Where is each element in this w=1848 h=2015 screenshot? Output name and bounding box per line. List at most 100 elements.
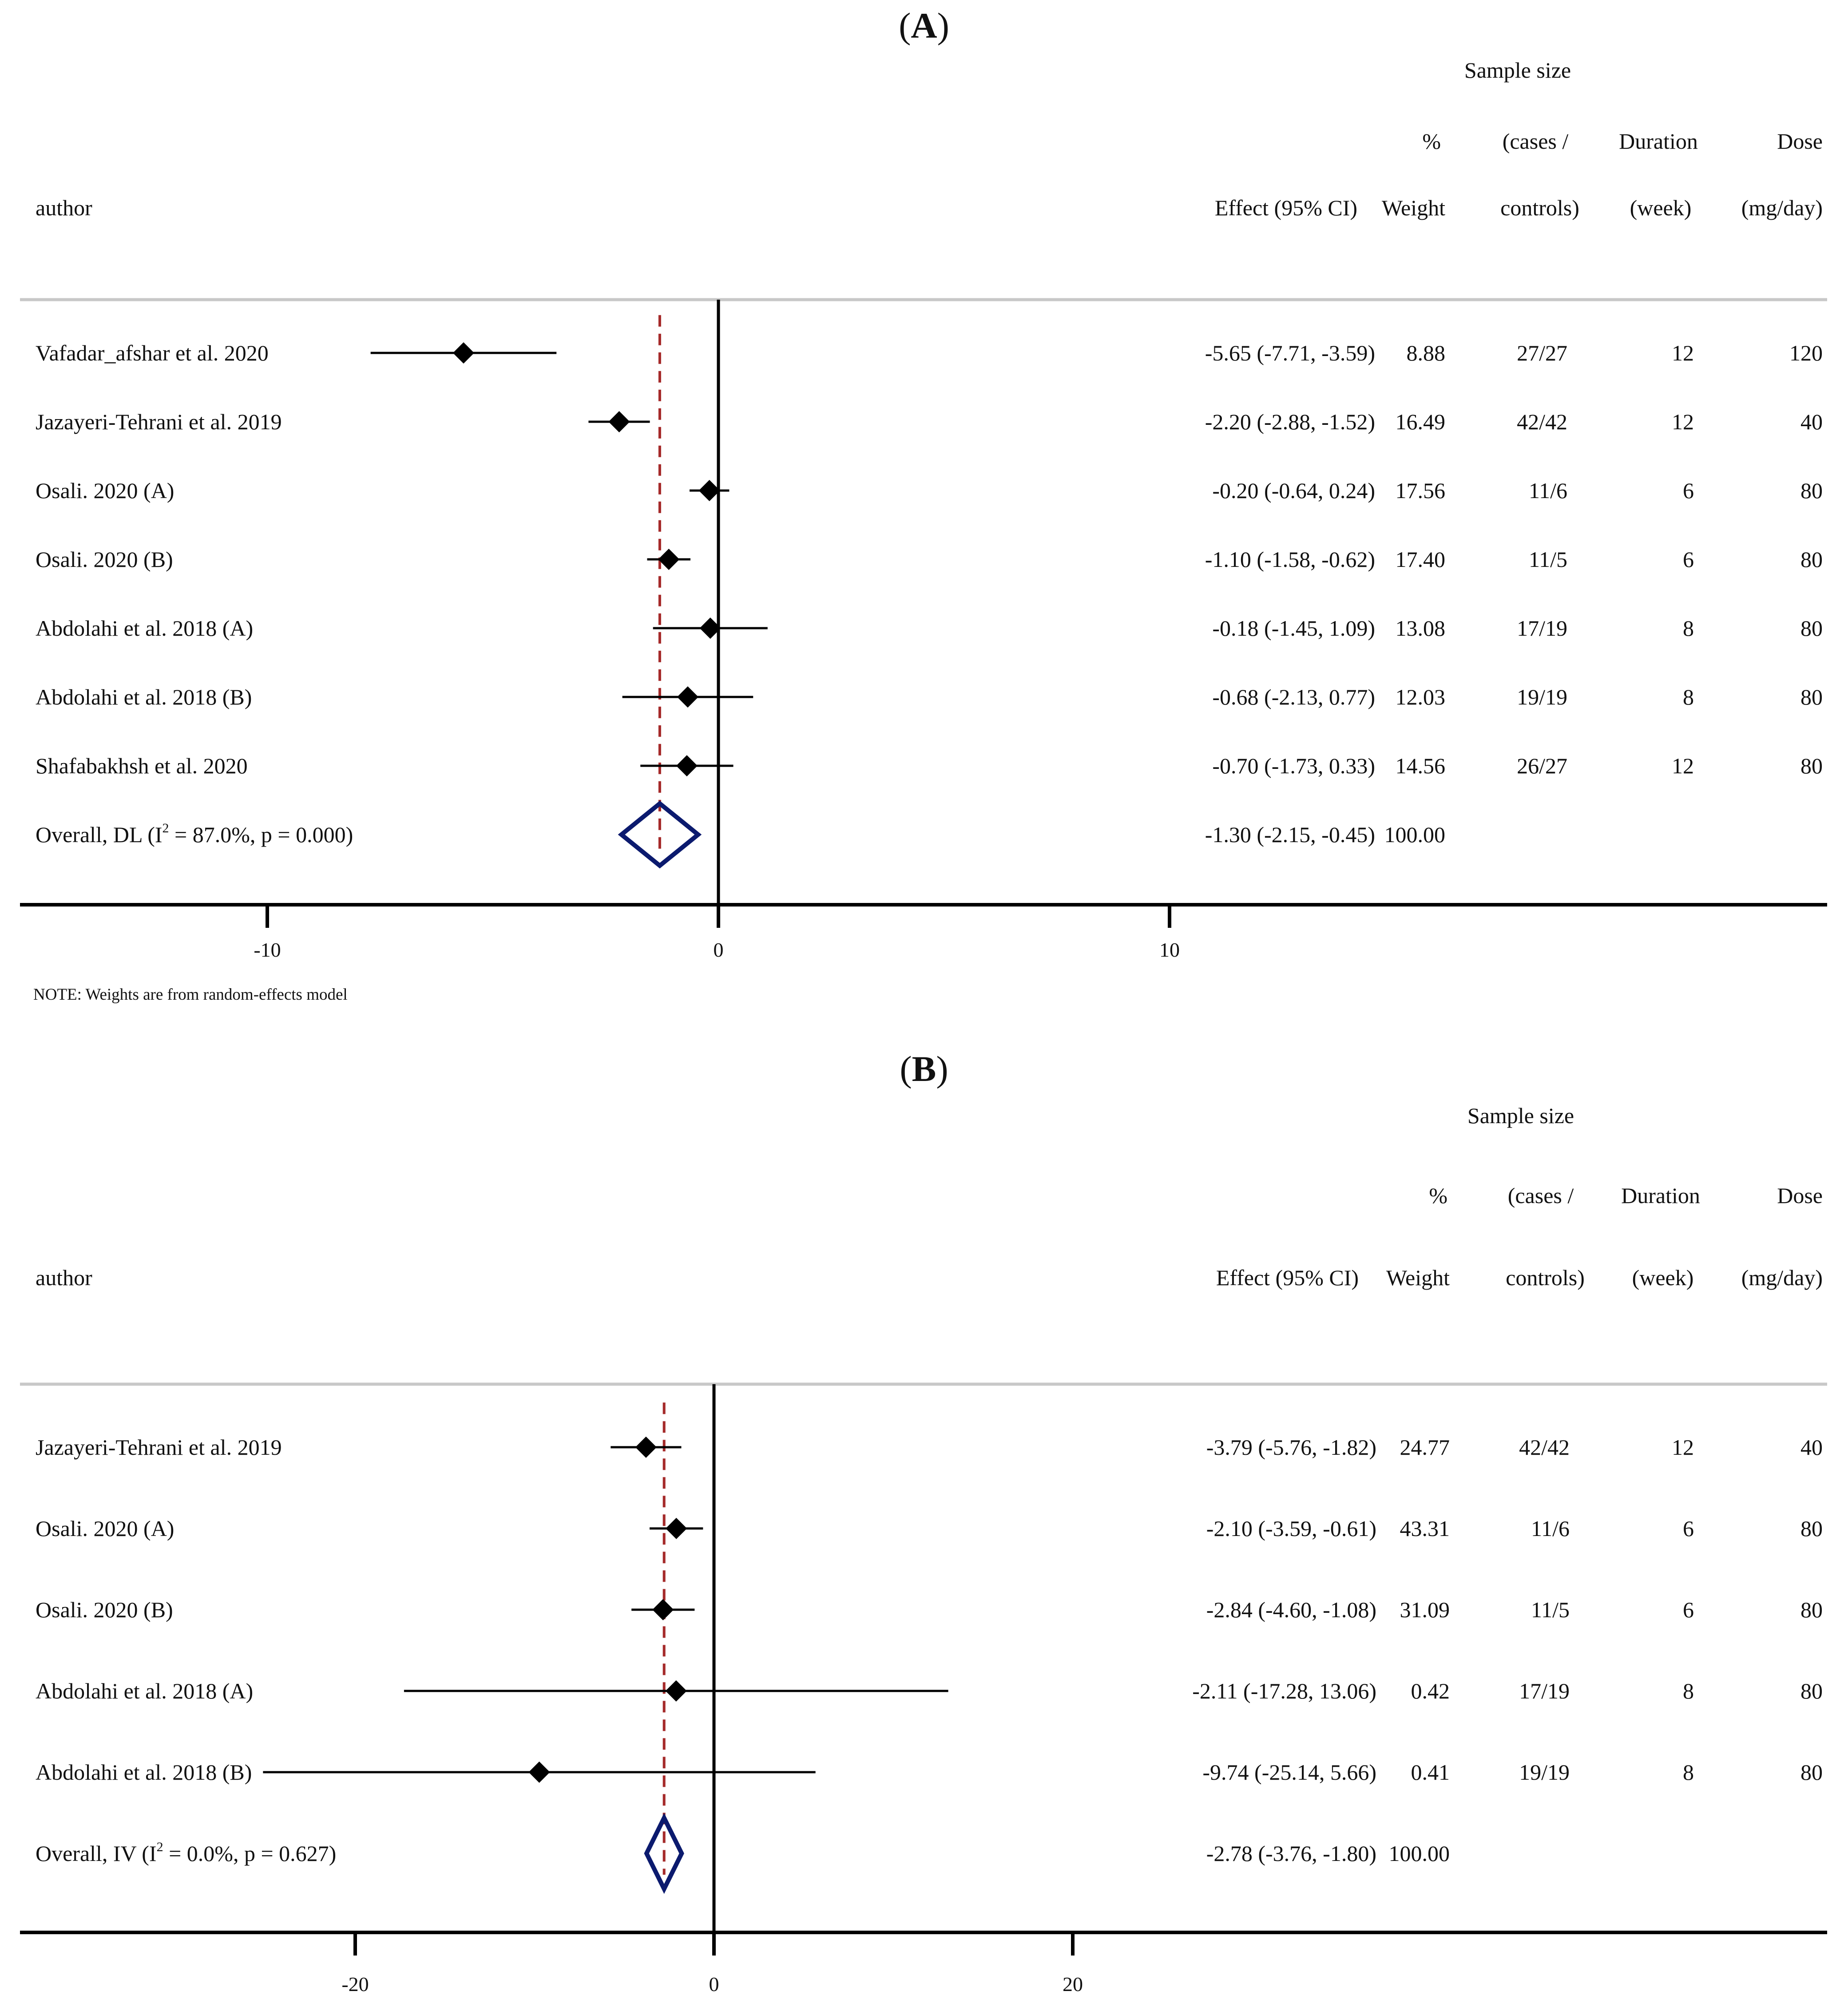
study-row: Osali. 2020 (B) -1.10 (-1.58, -0.62) 17.40… [36, 547, 1823, 572]
study-duration: 12 [1672, 409, 1694, 434]
study-sample-size: 11/5 [1531, 1597, 1570, 1622]
study-weight: 0.41 [1411, 1760, 1450, 1785]
header-effect: Effect (95% CI) [1216, 1265, 1359, 1290]
study-dose: 80 [1800, 753, 1823, 778]
study-weight: 17.56 [1396, 478, 1446, 503]
study-effect-ci: -5.65 (-7.71, -3.59) [1205, 340, 1375, 365]
study-point-estimate [658, 549, 680, 570]
header-effect: Effect (95% CI) [1215, 195, 1357, 220]
header-sample-size: Sample size [1464, 58, 1571, 83]
study-weight: 17.40 [1396, 547, 1446, 572]
study-effect-ci: -0.18 (-1.45, 1.09) [1212, 616, 1375, 641]
header-author: author [36, 1265, 92, 1290]
study-sample-size: 42/42 [1517, 409, 1567, 434]
x-tick-label: 20 [1063, 1973, 1083, 1995]
study-dose: 80 [1800, 1760, 1823, 1785]
study-sample-size: 11/5 [1529, 547, 1567, 572]
study-duration: 12 [1672, 340, 1694, 365]
header-week: (week) [1630, 195, 1692, 220]
header-percent: % [1422, 129, 1441, 154]
x-tick-label: 0 [714, 938, 724, 961]
study-sample-size: 11/6 [1531, 1516, 1570, 1541]
study-author: Abdolahi et al. 2018 (B) [36, 685, 252, 709]
study-author: Abdolahi et al. 2018 (A) [36, 616, 253, 641]
header-weight: Weight [1382, 195, 1445, 220]
study-sample-size: 17/19 [1517, 616, 1567, 641]
header-author: author [36, 195, 92, 220]
study-weight: 8.88 [1407, 340, 1446, 365]
study-duration: 6 [1683, 1597, 1694, 1622]
study-sample-size: 11/6 [1529, 478, 1567, 503]
study-effect-ci: -2.10 (-3.59, -0.61) [1206, 1516, 1376, 1541]
overall-effect-ci: -2.78 (-3.76, -1.80) [1206, 1841, 1376, 1866]
study-effect-ci: -0.70 (-1.73, 0.33) [1212, 753, 1375, 778]
study-duration: 8 [1683, 1679, 1694, 1703]
study-weight: 13.08 [1396, 616, 1446, 641]
x-tick-label: 0 [709, 1973, 719, 1995]
study-author: Osali. 2020 (A) [36, 478, 174, 503]
study-row: Shafabakhsh et al. 2020 -0.70 (-1.73, 0.3… [36, 753, 1823, 778]
header-cases: (cases / [1508, 1183, 1574, 1208]
study-weight: 12.03 [1396, 685, 1446, 709]
study-author: Jazayeri-Tehrani et al. 2019 [36, 409, 282, 434]
weights-note: NOTE: Weights are from random-effects mo… [33, 986, 348, 1004]
study-row: Jazayeri-Tehrani et al. 2019 -2.20 (-2.88… [36, 409, 1823, 434]
study-row: Abdolahi et al. 2018 (B) -0.68 (-2.13, 0.… [36, 685, 1823, 709]
study-duration: 6 [1683, 547, 1694, 572]
study-row: Abdolahi et al. 2018 (A) -0.18 (-1.45, 1.… [36, 616, 1823, 641]
study-sample-size: 42/42 [1519, 1435, 1570, 1460]
header-percent: % [1429, 1183, 1447, 1208]
study-effect-ci: -0.68 (-2.13, 0.77) [1212, 685, 1375, 709]
forest-panel-b: (B) Sample size% (cases / Duration Dose autho… [20, 1049, 1827, 1995]
study-effect-ci: -2.20 (-2.88, -1.52) [1205, 409, 1375, 434]
study-dose: 80 [1800, 1679, 1823, 1703]
study-point-estimate [698, 480, 720, 501]
study-dose: 80 [1800, 547, 1823, 572]
x-tick-label: -20 [341, 1973, 369, 1995]
study-dose: 80 [1800, 1597, 1823, 1622]
study-row: Osali. 2020 (B) -2.84 (-4.60, -1.08) 31.09… [36, 1597, 1823, 1622]
overall-weight: 100.00 [1384, 822, 1446, 847]
study-point-estimate [652, 1599, 674, 1620]
study-author: Jazayeri-Tehrani et al. 2019 [36, 1435, 282, 1460]
panel-label: (A) [899, 5, 949, 46]
overall-label: Overall, IV (I2 = 0.0%, p = 0.627) [36, 1840, 336, 1866]
study-point-estimate [699, 618, 721, 639]
study-weight: 0.42 [1411, 1679, 1450, 1703]
header-mgday: (mg/day) [1741, 1265, 1823, 1290]
study-effect-ci: -9.74 (-25.14, 5.66) [1202, 1760, 1376, 1785]
header-controls: controls) [1500, 195, 1579, 220]
study-weight: 24.77 [1400, 1435, 1450, 1460]
study-row: Abdolahi et al. 2018 (A) -2.11 (-17.28, 1… [36, 1679, 1823, 1703]
panel-label: (B) [900, 1049, 948, 1089]
study-author: Osali. 2020 (B) [36, 1597, 173, 1622]
study-sample-size: 19/19 [1517, 685, 1567, 709]
overall-row: Overall, IV (I2 = 0.0%, p = 0.627) -2.78 … [36, 1813, 1450, 1894]
header-dose: Dose [1777, 129, 1823, 154]
study-author: Abdolahi et al. 2018 (B) [36, 1760, 252, 1785]
study-duration: 12 [1672, 753, 1694, 778]
study-duration: 8 [1683, 616, 1694, 641]
header-mgday: (mg/day) [1741, 195, 1823, 220]
study-dose: 80 [1800, 478, 1823, 503]
study-effect-ci: -3.79 (-5.76, -1.82) [1206, 1435, 1376, 1460]
x-tick-label: -10 [254, 938, 281, 961]
overall-weight: 100.00 [1389, 1841, 1450, 1866]
study-sample-size: 17/19 [1519, 1679, 1570, 1703]
study-dose: 40 [1800, 409, 1823, 434]
header-duration: Duration [1619, 129, 1698, 154]
study-dose: 80 [1800, 616, 1823, 641]
header-week: (week) [1632, 1265, 1694, 1290]
study-row: Jazayeri-Tehrani et al. 2019 -3.79 (-5.76… [36, 1435, 1823, 1460]
study-effect-ci: -1.10 (-1.58, -0.62) [1205, 547, 1375, 572]
study-duration: 6 [1683, 478, 1694, 503]
study-weight: 14.56 [1396, 753, 1446, 778]
header-sample-size: Sample size [1467, 1103, 1574, 1128]
study-author: Vafadar_afshar et al. 2020 [36, 340, 269, 365]
study-sample-size: 27/27 [1517, 340, 1567, 365]
study-dose: 80 [1800, 1516, 1823, 1541]
study-author: Shafabakhsh et al. 2020 [36, 753, 248, 778]
study-point-estimate [677, 686, 698, 708]
study-effect-ci: -2.11 (-17.28, 13.06) [1192, 1679, 1376, 1703]
